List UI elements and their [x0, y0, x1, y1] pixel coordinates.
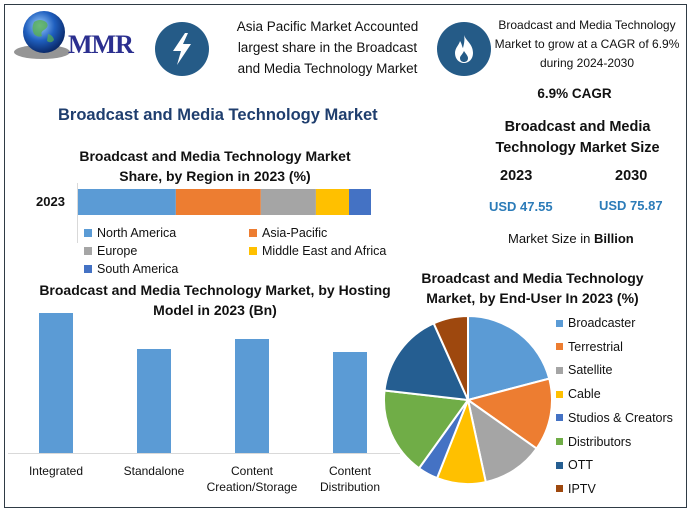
region-segment-south-america [349, 189, 371, 215]
pie-slice-terrestrial [465, 377, 553, 450]
hosting-x-label-content-creation-storage: Content Creation/Storage [206, 464, 298, 494]
market-size-title: Broadcast and Media Technology Market Si… [495, 119, 660, 156]
legend-swatch [84, 265, 92, 273]
legend-label: Asia-Pacific [262, 226, 328, 240]
infographic-frame [4, 4, 687, 508]
enduser-legend-item-satellite: Satellite [556, 363, 612, 377]
legend-label: IPTV [568, 481, 596, 496]
year-2023-label: 2023 [500, 168, 533, 184]
legend-label: Terrestrial [568, 339, 623, 354]
enduser-legend-item-cable: Cable [556, 387, 601, 401]
hosting-bar-standalone [137, 349, 171, 453]
enduser-legend-item-iptv: IPTV [556, 482, 596, 496]
region-segment-north-america [78, 189, 176, 215]
legend-swatch [556, 485, 563, 493]
region-legend-item-europe: Europe [84, 244, 137, 258]
enduser-chart-title: Broadcast and Media Technology Market, b… [421, 270, 644, 306]
region-legend-item-north-america: North America [84, 226, 176, 240]
region-legend-item-south-america: South America [84, 262, 178, 276]
hosting-bar-integrated [39, 313, 73, 453]
pie-slice-ott [383, 322, 470, 402]
legend-swatch [556, 438, 563, 445]
region-segment-asia-pacific [175, 189, 261, 215]
legend-swatch [556, 414, 563, 422]
legend-swatch [84, 247, 92, 255]
cagr-value: 6.9% CAGR [537, 86, 612, 101]
market-size-2030-value: USD 75.87 [599, 198, 663, 213]
flame-icon [437, 22, 491, 76]
legend-label: OTT [568, 458, 593, 473]
legend-swatch [556, 461, 563, 469]
region-chart-category: 2023 [36, 194, 65, 209]
enduser-legend-item-distributors: Distributors [556, 435, 631, 449]
mmr-logo: MMR [12, 8, 142, 68]
legend-label: Studios & Creators [568, 410, 673, 425]
hosting-bar-chart [8, 313, 400, 454]
legend-label: Middle East and Africa [262, 244, 387, 258]
hosting-x-label-standalone: Standalone [123, 464, 185, 478]
legend-swatch [556, 366, 563, 374]
region-chart-title: Broadcast and Media Technology Market Sh… [79, 148, 351, 184]
legend-swatch [84, 229, 92, 237]
region-stacked-bar [78, 189, 371, 215]
lightning-icon [155, 22, 209, 76]
region-segment-europe [260, 189, 316, 215]
region-chart-axis [77, 183, 78, 243]
legend-label: South America [97, 262, 179, 276]
market-size-note-prefix: Market Size in [508, 231, 594, 246]
market-size-note-unit: Billion [593, 231, 634, 246]
legend-label: Cable [568, 387, 601, 402]
market-size-note: Market Size in Billion [508, 231, 634, 246]
legend-swatch [556, 390, 563, 398]
legend-label: Europe [97, 244, 138, 258]
region-segment-middle-east-and-africa [315, 189, 350, 215]
region-legend-item-middle-east-and-africa: Middle East and Africa [249, 244, 386, 258]
main-title: Broadcast and Media Technology Market [58, 106, 378, 124]
legend-label: Distributors [568, 434, 632, 449]
highlight-text: Asia Pacific Market Accounted largest sh… [236, 19, 419, 76]
legend-swatch [556, 343, 563, 351]
market-size-2023-value: USD 47.55 [489, 199, 553, 214]
enduser-legend-item-ott: OTT [556, 458, 593, 472]
hosting-chart-title: Broadcast and Media Technology Market, b… [39, 282, 391, 318]
year-2030-label: 2030 [615, 168, 648, 184]
cagr-description: Broadcast and Media Technology Market to… [494, 18, 680, 70]
globe-icon [14, 11, 70, 59]
hosting-bar-content-creation-storage [235, 339, 269, 453]
hosting-x-label-content-distribution: Content Distribution [319, 464, 381, 494]
pie-slice-iptv [432, 314, 469, 401]
pie-slice-satellite [466, 397, 538, 484]
pie-slice-distributors [383, 389, 470, 470]
hosting-bar-content-distribution [333, 352, 367, 453]
enduser-legend-item-broadcaster: Broadcaster [556, 316, 635, 330]
enduser-legend-item-studios-and-creators: Studios & Creators [556, 411, 673, 425]
logo-text: MMR [68, 30, 134, 59]
legend-swatch [556, 319, 563, 327]
enduser-legend-item-terrestrial: Terrestrial [556, 340, 623, 354]
pie-slice-broadcaster [467, 314, 551, 402]
legend-swatch [249, 229, 257, 237]
legend-label: North America [97, 226, 177, 240]
legend-swatch [249, 247, 257, 255]
enduser-pie-chart [383, 314, 553, 485]
legend-label: Broadcaster [568, 316, 636, 330]
legend-label: Satellite [568, 363, 613, 378]
hosting-x-label-integrated: Integrated [28, 464, 84, 478]
region-legend-item-asia-pacific: Asia-Pacific [249, 226, 327, 240]
